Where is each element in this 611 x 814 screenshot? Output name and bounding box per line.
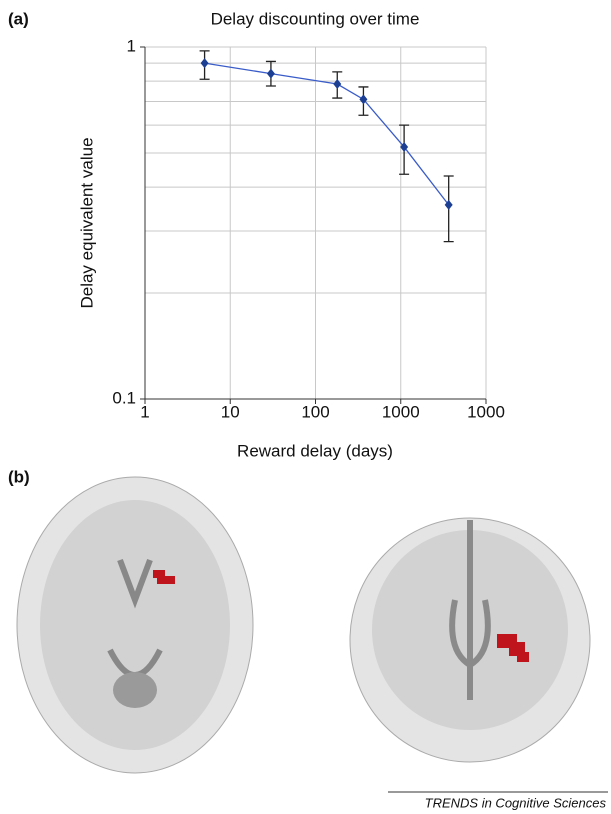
brain-coronal — [349, 517, 591, 763]
series-line — [204, 62, 450, 206]
brain-axial — [16, 476, 254, 774]
data-point — [333, 79, 342, 90]
data-point — [266, 68, 275, 79]
data-point — [444, 199, 453, 210]
x-tick-label: 1000 — [382, 402, 420, 421]
x-axis-label: Reward delay (days) — [237, 441, 393, 460]
brain-structure — [449, 520, 491, 700]
y-axis-label: Delay equivalent value — [77, 137, 96, 308]
chart-title: Delay discounting over time — [211, 9, 420, 28]
y-tick-label: 1 — [127, 36, 136, 55]
x-tick-label: 10 — [221, 402, 240, 421]
x-tick-label: 1 — [140, 402, 149, 421]
brain-structure — [113, 672, 157, 708]
data-point — [200, 58, 209, 69]
activation — [153, 570, 175, 584]
plot-area: 0.111 10 100 1000 1000 — [112, 36, 505, 421]
data-point — [400, 141, 409, 152]
panel-label: (b) — [8, 467, 30, 486]
data-point — [359, 94, 368, 105]
activation — [497, 634, 529, 662]
y-tick-label: 0.1 — [112, 388, 136, 407]
x-tick-label: 100 — [301, 402, 329, 421]
x-tick-label: 1000 — [467, 402, 505, 421]
brain-matter — [40, 500, 230, 750]
footer: TRENDS in Cognitive Sciences — [425, 795, 607, 810]
panel-label: (a) — [8, 9, 29, 28]
